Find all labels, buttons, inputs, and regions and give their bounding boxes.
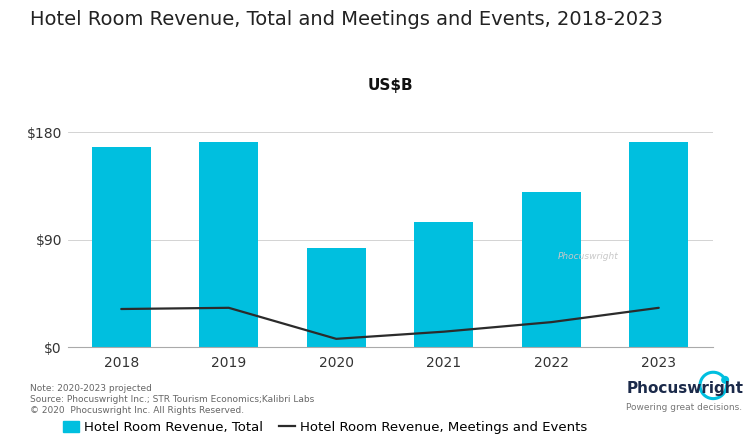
Text: Source: Phocuswright Inc.; STR Tourism Economics;Kalibri Labs: Source: Phocuswright Inc.; STR Tourism E… [30, 395, 314, 404]
Bar [92, 147, 151, 347]
Text: Phocuswright: Phocuswright [626, 381, 743, 396]
Text: Powering great decisions.: Powering great decisions. [626, 403, 742, 411]
Text: Phocuswright: Phocuswright [558, 252, 619, 261]
Bar [200, 142, 258, 347]
Circle shape [722, 377, 728, 383]
Text: Note: 2020-2023 projected: Note: 2020-2023 projected [30, 384, 152, 393]
Bar [307, 248, 366, 347]
Bar [629, 142, 688, 347]
Text: Hotel Room Revenue, Total and Meetings and Events, 2018-2023: Hotel Room Revenue, Total and Meetings a… [30, 10, 663, 29]
Text: © 2020  Phocuswright Inc. All Rights Reserved.: © 2020 Phocuswright Inc. All Rights Rese… [30, 406, 245, 415]
Bar [414, 222, 473, 347]
Bar [522, 192, 580, 347]
Legend: Hotel Room Revenue, Total, Hotel Room Revenue, Meetings and Events: Hotel Room Revenue, Total, Hotel Room Re… [63, 421, 588, 434]
Text: US$B: US$B [368, 78, 413, 93]
